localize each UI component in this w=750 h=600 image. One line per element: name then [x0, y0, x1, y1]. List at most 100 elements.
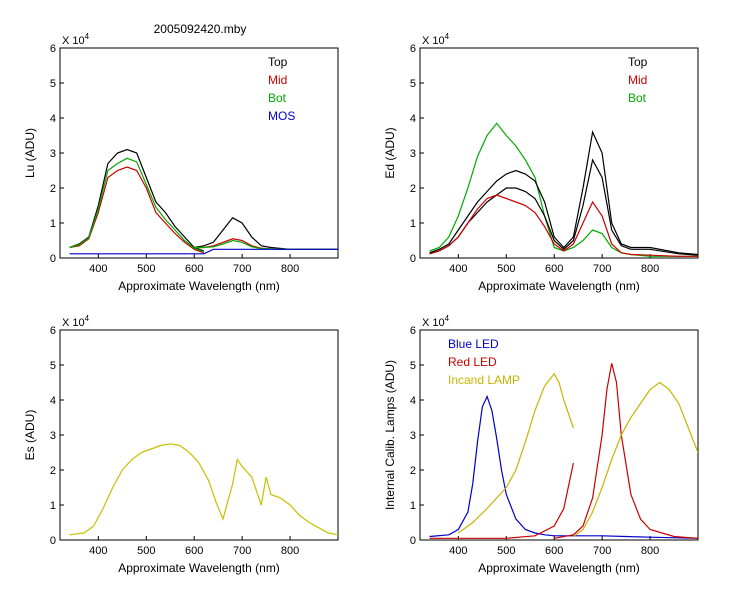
legend-entry-mos: MOS — [268, 109, 295, 123]
y-tick-label: 6 — [50, 43, 56, 55]
y-tick-label: 4 — [410, 113, 416, 125]
series-line-red-led-1 — [429, 462, 574, 539]
x-tick-label: 500 — [497, 545, 515, 557]
legend-entry-red-led: Red LED — [448, 355, 497, 369]
y-exponent-power: 4 — [85, 32, 90, 41]
y-exponent-base: X 10 — [62, 35, 85, 47]
y-tick-label: 4 — [50, 395, 56, 407]
y-exponent-base: X 10 — [62, 317, 85, 329]
legend-entry-bot: Bot — [268, 91, 287, 105]
y-exponent-label: X 104 — [62, 314, 90, 329]
x-tick-label: 700 — [593, 263, 611, 275]
series-line-top-2 — [429, 158, 698, 256]
y-exponent-label: X 104 — [422, 314, 450, 329]
series-line-mid-3 — [429, 194, 698, 257]
y-axis-label: Ed (ADU) — [383, 127, 397, 178]
y-tick-label: 2 — [50, 183, 56, 195]
y-tick-label: 4 — [410, 395, 416, 407]
y-tick-label: 3 — [410, 148, 416, 160]
legend-entry-mid: Mid — [628, 73, 647, 87]
plot-frame — [59, 329, 339, 541]
y-exponent-base: X 10 — [422, 317, 445, 329]
legend-entry-mid: Mid — [268, 73, 287, 87]
x-tick-label: 400 — [89, 545, 107, 557]
legend-entry-incand-lamp: Incand LAMP — [448, 373, 520, 387]
series-line-es-0 — [69, 443, 338, 536]
y-tick-label: 0 — [50, 253, 56, 265]
x-tick-label: 600 — [185, 263, 203, 275]
series-line-top-1 — [429, 129, 698, 256]
plot-frame — [59, 47, 339, 259]
x-tick-label: 500 — [497, 263, 515, 275]
x-tick-label: 600 — [545, 545, 563, 557]
x-tick-label: 800 — [281, 263, 299, 275]
y-tick-label: 4 — [50, 113, 56, 125]
x-axis-label: Approximate Wavelength (nm) — [478, 561, 640, 575]
x-tick-label: 400 — [449, 545, 467, 557]
x-tick-label: 800 — [641, 263, 659, 275]
series-line-incand-lamp-3 — [457, 372, 574, 534]
legend-entry-top: Top — [628, 55, 648, 69]
y-tick-label: 3 — [410, 430, 416, 442]
legend-entry-blue-led: Blue LED — [448, 337, 499, 351]
y-exponent-power: 4 — [445, 314, 450, 323]
x-axis-label: Approximate Wavelength (nm) — [118, 279, 280, 293]
y-tick-label: 5 — [410, 360, 416, 372]
y-tick-label: 5 — [410, 78, 416, 90]
x-tick-label: 400 — [449, 263, 467, 275]
series-line-incand-lamp-4 — [573, 381, 698, 537]
y-exponent-power: 4 — [445, 32, 450, 41]
y-tick-label: 3 — [50, 148, 56, 160]
series-line-red-led-2 — [554, 363, 698, 539]
plot-frame — [419, 47, 699, 259]
x-tick-label: 700 — [593, 545, 611, 557]
legend-entry-bot: Bot — [628, 91, 647, 105]
y-tick-label: 6 — [50, 325, 56, 337]
x-tick-label: 700 — [233, 545, 251, 557]
y-axis-label: Internal Calib. Lamps (ADU) — [383, 360, 397, 510]
y-tick-label: 2 — [410, 465, 416, 477]
y-exponent-label: X 104 — [422, 32, 450, 47]
series-line-mos-6 — [69, 248, 338, 255]
y-tick-label: 0 — [50, 535, 56, 547]
y-axis-label: Es (ADU) — [23, 410, 37, 461]
x-tick-label: 800 — [641, 545, 659, 557]
y-tick-label: 6 — [410, 325, 416, 337]
y-tick-label: 0 — [410, 253, 416, 265]
y-tick-label: 3 — [50, 430, 56, 442]
x-tick-label: 800 — [281, 545, 299, 557]
series-line-blue-led-0 — [429, 394, 698, 539]
y-tick-label: 2 — [50, 465, 56, 477]
figure-title: 2005092420.mby — [154, 22, 247, 36]
y-tick-label: 2 — [410, 183, 416, 195]
x-tick-label: 500 — [137, 263, 155, 275]
x-axis-label: Approximate Wavelength (nm) — [478, 279, 640, 293]
series-line-bot-2 — [69, 157, 205, 253]
y-exponent-base: X 10 — [422, 35, 445, 47]
x-tick-label: 600 — [185, 545, 203, 557]
y-tick-label: 1 — [50, 500, 56, 512]
x-tick-label: 600 — [545, 263, 563, 275]
series-line-mid-4 — [194, 238, 338, 250]
y-tick-label: 1 — [410, 500, 416, 512]
x-tick-label: 500 — [137, 545, 155, 557]
series-line-bot-0 — [429, 122, 698, 257]
y-exponent-label: X 104 — [62, 32, 90, 47]
y-axis-label: Lu (ADU) — [23, 128, 37, 178]
y-tick-label: 0 — [410, 535, 416, 547]
x-tick-label: 700 — [233, 263, 251, 275]
y-tick-label: 1 — [410, 218, 416, 230]
y-exponent-power: 4 — [85, 314, 90, 323]
legend-entry-top: Top — [268, 55, 288, 69]
y-tick-label: 5 — [50, 78, 56, 90]
y-tick-label: 5 — [50, 360, 56, 372]
y-tick-label: 6 — [410, 43, 416, 55]
x-tick-label: 400 — [89, 263, 107, 275]
x-axis-label: Approximate Wavelength (nm) — [118, 561, 280, 575]
y-tick-label: 1 — [50, 218, 56, 230]
